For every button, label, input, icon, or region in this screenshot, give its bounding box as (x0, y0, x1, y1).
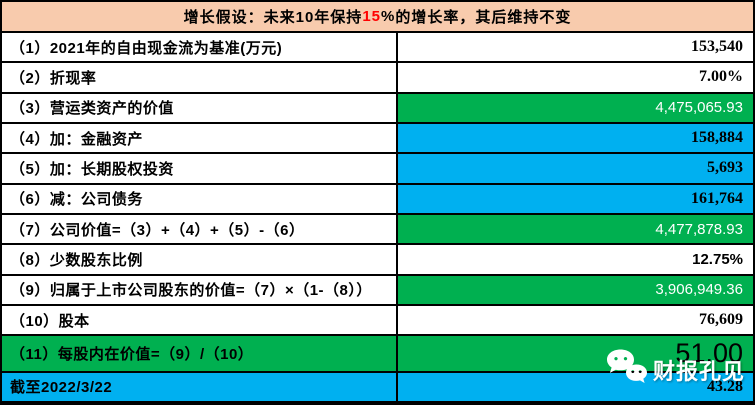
row-label: （6）减：公司债务 (2, 184, 398, 213)
row-label: （1）2021年的自由现金流为基准(万元) (2, 33, 398, 62)
row-value: 3,906,949.36 (398, 275, 753, 304)
row-label: （8）少数股东比例 (2, 245, 398, 274)
table-row: （10）股本 76,609 (2, 305, 753, 337)
table-row: （9）归属于上市公司股东的价值=（7）×（1-（8）） 3,906,949.36 (2, 275, 753, 306)
header-text-before: 增长假设：未来10年保持 (183, 9, 363, 26)
table-row: （6）减：公司债务 161,764 (2, 184, 753, 215)
percent-sign: % (381, 8, 396, 25)
row-label: （3）营运类资产的价值 (2, 93, 398, 122)
table-row: （5）加：长期股权投资 5,693 (2, 154, 753, 185)
table-row: （7）公司价值=（3）+（4）+（5）-（6） 4,477,878.93 (2, 214, 753, 246)
row-value: 51.00 (398, 336, 753, 371)
table-row: （8）少数股东比例 12.75% (2, 245, 753, 276)
row-value: 7.00% (398, 63, 753, 92)
row-label: （10）股本 (2, 305, 398, 335)
row-value: 153,540 (398, 33, 753, 62)
row-label: （4）加：金融资产 (2, 123, 398, 153)
table-row: （2）折现率 7.00% (2, 63, 753, 94)
table-row: （3）营运类资产的价值 4,475,065.93 (2, 93, 753, 124)
header-text-after: 的增长率，其后维持不变 (395, 9, 572, 26)
table-row: （11）每股内在价值=（9）/（10） 51.00 (2, 336, 753, 373)
row-label: 截至2022/3/22 (2, 372, 398, 401)
row-value: 76,609 (398, 305, 753, 335)
row-label: （11）每股内在价值=（9）/（10） (2, 336, 398, 371)
row-label: （5）加：长期股权投资 (2, 154, 398, 183)
growth-rate-highlight: 15 (362, 8, 381, 25)
table-row: （4）加：金融资产 158,884 (2, 123, 753, 155)
row-value: 5,693 (398, 154, 753, 183)
row-value: 12.75% (398, 245, 753, 274)
growth-assumption-header: 增长假设：未来10年保持 15% 的增长率，其后维持不变 (2, 2, 753, 33)
row-value: 43.28 (398, 372, 753, 401)
row-label: （9）归属于上市公司股东的价值=（7）×（1-（8）） (2, 275, 398, 304)
table-row: （1）2021年的自由现金流为基准(万元) 153,540 (2, 33, 753, 64)
row-value: 4,477,878.93 (398, 214, 753, 244)
table-row: 截至2022/3/22 43.28 (2, 372, 753, 403)
row-value: 161,764 (398, 184, 753, 213)
row-value: 4,475,065.93 (398, 93, 753, 122)
row-value: 158,884 (398, 123, 753, 153)
row-label: （7）公司价值=（3）+（4）+（5）-（6） (2, 214, 398, 244)
row-label: （2）折现率 (2, 63, 398, 92)
